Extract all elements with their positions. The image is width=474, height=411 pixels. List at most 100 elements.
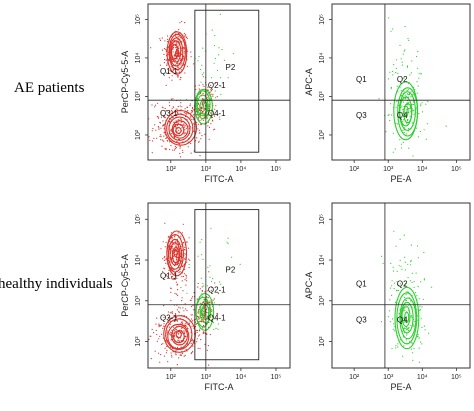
quadrant-label-q4-1: Q4-1 xyxy=(208,314,226,323)
row-label-ae-patients: AE patients xyxy=(14,80,85,96)
contour-ring xyxy=(171,120,189,139)
contour-ring xyxy=(394,286,420,350)
contour-ring xyxy=(167,238,183,270)
quadrant-label-q1: Q1 xyxy=(356,75,367,84)
x-tick-label: 10² xyxy=(166,166,177,173)
contour-ring xyxy=(166,31,188,75)
x-axis-title: PE-A xyxy=(390,174,411,184)
contour-ring xyxy=(173,329,185,344)
gate-p2-label: P2 xyxy=(226,266,236,275)
x-tick-label: 10⁴ xyxy=(236,166,247,173)
y-tick-label: 10³ xyxy=(135,91,142,102)
quadrant-label-q3: Q3 xyxy=(356,111,367,120)
x-tick-label: 10² xyxy=(349,374,360,381)
contour-ring xyxy=(172,123,185,137)
quadrant-label-q1: Q1 xyxy=(356,280,367,289)
x-tick-label: 10⁵ xyxy=(271,374,282,381)
y-tick-label: 10³ xyxy=(319,295,326,306)
contour-ring xyxy=(173,248,178,258)
x-tick-label: 10⁴ xyxy=(236,374,247,381)
x-tick-label: 10² xyxy=(166,374,177,381)
contour-ring xyxy=(165,318,193,351)
contour-ring xyxy=(399,297,417,340)
contour-ring xyxy=(196,94,209,117)
plot-frame xyxy=(331,3,471,161)
contour-ring xyxy=(171,247,180,264)
contour-ring xyxy=(195,90,211,120)
contour-ring xyxy=(400,301,414,334)
gate-p2 xyxy=(194,9,260,153)
plot-frame xyxy=(331,202,471,369)
x-tick-label: 10⁵ xyxy=(271,166,282,173)
contour-ring xyxy=(166,113,194,144)
contour-lines xyxy=(164,31,213,146)
quadrant-label-q2: Q2 xyxy=(397,280,408,289)
quadrant-label-q3: Q3 xyxy=(356,316,367,325)
quadrant-label-q1-1: Q1-1 xyxy=(160,67,178,76)
quadrant-label-q2-1: Q2-1 xyxy=(208,286,226,295)
y-tick-label: 10⁵ xyxy=(319,14,326,25)
contour-ring xyxy=(175,331,182,339)
y-tick-label: 10² xyxy=(135,336,142,347)
y-tick-label: 10³ xyxy=(319,91,326,102)
y-axis-title: PerCP-Cy5-5-A xyxy=(120,51,130,114)
quadrant-label-q2: Q2 xyxy=(397,75,408,84)
contour-lines xyxy=(393,81,419,141)
quadrant-label-q3-1: Q3-1 xyxy=(160,109,178,118)
y-tick-label: 10² xyxy=(319,129,326,140)
contour-ring xyxy=(166,230,188,277)
y-tick-label: 10⁵ xyxy=(135,214,142,225)
x-axis-title: FITC-A xyxy=(205,382,234,392)
gate-p2-label: P2 xyxy=(226,63,236,72)
y-axis-title: APC-A xyxy=(304,68,314,96)
contour-ring xyxy=(168,33,186,71)
x-tick-label: 10³ xyxy=(201,374,212,381)
contour-ring xyxy=(404,311,410,323)
row-label-healthy-individuals: healthy individuals xyxy=(0,276,113,292)
y-tick-label: 10² xyxy=(135,129,142,140)
contour-ring xyxy=(393,81,419,141)
contour-ring xyxy=(164,110,198,146)
x-axis-title: PE-A xyxy=(390,382,411,392)
y-tick-label: 10⁵ xyxy=(135,14,142,25)
contour-ring xyxy=(195,293,215,331)
contour-ring xyxy=(169,242,181,266)
contour-ring xyxy=(168,116,191,141)
quadrant-label-q4: Q4 xyxy=(397,316,408,325)
contour-ring xyxy=(398,91,416,131)
contour-ring xyxy=(401,305,411,327)
gate-p2 xyxy=(194,209,260,361)
y-tick-label: 10³ xyxy=(135,295,142,306)
y-tick-label: 10⁵ xyxy=(319,214,326,225)
contour-ring xyxy=(396,292,418,345)
quadrant-label-q4-1: Q4-1 xyxy=(208,109,226,118)
contour-ring xyxy=(170,40,182,63)
x-tick-label: 10⁴ xyxy=(417,374,428,381)
contour-ring xyxy=(171,325,188,346)
y-axis-title: PerCP-Cy5-5-A xyxy=(120,254,130,317)
quadrant-label-q1-1: Q1-1 xyxy=(160,272,178,281)
x-tick-label: 10² xyxy=(349,166,360,173)
y-tick-label: 10⁴ xyxy=(319,255,326,266)
contour-ring xyxy=(175,127,182,134)
contour-ring xyxy=(163,315,196,353)
quadrant-label-q3-1: Q3-1 xyxy=(160,314,178,323)
y-tick-label: 10⁴ xyxy=(135,255,142,266)
quadrant-label-q2-1: Q2-1 xyxy=(208,81,226,90)
x-tick-label: 10³ xyxy=(201,166,212,173)
contour-lines xyxy=(394,286,420,350)
x-tick-label: 10⁵ xyxy=(451,166,462,173)
contour-ring xyxy=(169,37,184,67)
contour-lines xyxy=(163,230,215,353)
y-tick-label: 10⁴ xyxy=(135,53,142,64)
x-tick-label: 10³ xyxy=(383,374,394,381)
plot-frame xyxy=(147,202,291,369)
y-axis-title: APC-A xyxy=(304,272,314,300)
quadrant-label-q4: Q4 xyxy=(397,111,408,120)
y-tick-label: 10² xyxy=(319,336,326,347)
x-tick-label: 10³ xyxy=(383,166,394,173)
